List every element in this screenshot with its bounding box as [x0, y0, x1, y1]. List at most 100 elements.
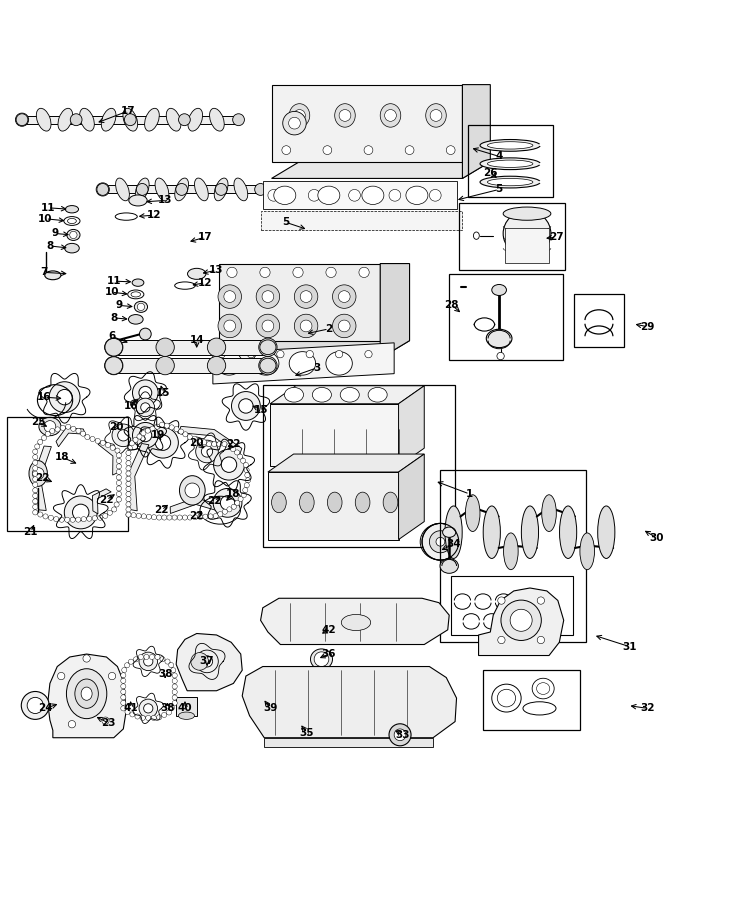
Circle shape	[148, 428, 178, 458]
Bar	[468, 125, 553, 197]
Circle shape	[165, 659, 170, 664]
Circle shape	[112, 507, 117, 512]
Circle shape	[140, 716, 145, 721]
Circle shape	[132, 422, 158, 448]
Bar	[505, 228, 549, 263]
Circle shape	[139, 699, 158, 717]
Ellipse shape	[440, 559, 458, 573]
Circle shape	[32, 471, 38, 476]
Polygon shape	[98, 441, 120, 475]
Circle shape	[217, 442, 222, 446]
Circle shape	[218, 284, 241, 309]
Circle shape	[70, 427, 76, 431]
Circle shape	[116, 453, 122, 458]
Ellipse shape	[216, 352, 242, 375]
Ellipse shape	[67, 230, 80, 240]
Circle shape	[244, 463, 249, 468]
Circle shape	[247, 350, 255, 358]
Text: 19: 19	[150, 430, 165, 440]
Circle shape	[109, 672, 116, 680]
Ellipse shape	[207, 356, 226, 374]
Circle shape	[277, 350, 284, 358]
Circle shape	[110, 446, 115, 450]
Bar	[263, 182, 457, 209]
Ellipse shape	[135, 178, 149, 201]
Circle shape	[90, 436, 95, 442]
Polygon shape	[22, 116, 239, 123]
Polygon shape	[268, 472, 399, 539]
Polygon shape	[213, 343, 394, 384]
Circle shape	[95, 438, 101, 444]
Circle shape	[268, 189, 280, 202]
Circle shape	[213, 489, 242, 518]
Ellipse shape	[128, 315, 143, 324]
Ellipse shape	[383, 492, 398, 513]
Ellipse shape	[510, 609, 532, 631]
Circle shape	[226, 444, 231, 449]
Circle shape	[174, 427, 179, 432]
Circle shape	[114, 502, 119, 507]
Ellipse shape	[597, 506, 615, 558]
Circle shape	[131, 513, 136, 518]
Polygon shape	[219, 340, 410, 358]
Circle shape	[156, 435, 170, 450]
Circle shape	[282, 146, 291, 155]
Text: 23: 23	[101, 718, 116, 728]
Circle shape	[133, 437, 138, 443]
Circle shape	[141, 514, 146, 519]
Circle shape	[55, 427, 60, 432]
Circle shape	[167, 710, 172, 715]
Ellipse shape	[16, 113, 28, 126]
Polygon shape	[270, 386, 424, 404]
Ellipse shape	[180, 476, 206, 505]
Ellipse shape	[124, 113, 136, 126]
Circle shape	[116, 464, 122, 469]
Circle shape	[32, 499, 38, 504]
Ellipse shape	[368, 387, 387, 402]
Circle shape	[177, 515, 182, 520]
Circle shape	[32, 482, 38, 487]
Circle shape	[15, 113, 29, 126]
Circle shape	[96, 183, 109, 196]
Circle shape	[125, 662, 130, 668]
Circle shape	[76, 428, 81, 433]
Circle shape	[224, 291, 236, 302]
Ellipse shape	[65, 243, 79, 253]
Circle shape	[239, 399, 253, 413]
Circle shape	[138, 654, 143, 660]
Text: 22: 22	[35, 472, 50, 483]
Circle shape	[129, 441, 134, 446]
Circle shape	[306, 350, 313, 358]
Polygon shape	[272, 85, 462, 162]
Text: 5: 5	[283, 218, 290, 228]
Circle shape	[155, 424, 160, 429]
Ellipse shape	[487, 178, 533, 185]
Circle shape	[300, 320, 312, 332]
Circle shape	[68, 721, 76, 728]
Circle shape	[65, 424, 70, 429]
Circle shape	[59, 518, 65, 522]
Polygon shape	[56, 428, 86, 446]
Circle shape	[126, 461, 131, 466]
Ellipse shape	[45, 271, 61, 280]
Text: 10: 10	[104, 287, 119, 297]
Circle shape	[218, 314, 241, 338]
Circle shape	[116, 491, 122, 497]
Circle shape	[126, 512, 131, 517]
Polygon shape	[261, 598, 449, 644]
Circle shape	[172, 679, 177, 683]
Circle shape	[243, 488, 248, 492]
Circle shape	[231, 392, 261, 420]
Circle shape	[70, 518, 76, 522]
Circle shape	[81, 431, 86, 436]
Circle shape	[294, 314, 318, 338]
Ellipse shape	[341, 387, 360, 402]
Circle shape	[227, 267, 237, 277]
Ellipse shape	[537, 683, 550, 695]
Text: 13: 13	[158, 195, 172, 205]
Circle shape	[125, 709, 130, 715]
Ellipse shape	[313, 387, 331, 402]
Ellipse shape	[532, 679, 554, 698]
Text: 2: 2	[325, 324, 333, 334]
Circle shape	[54, 517, 59, 522]
